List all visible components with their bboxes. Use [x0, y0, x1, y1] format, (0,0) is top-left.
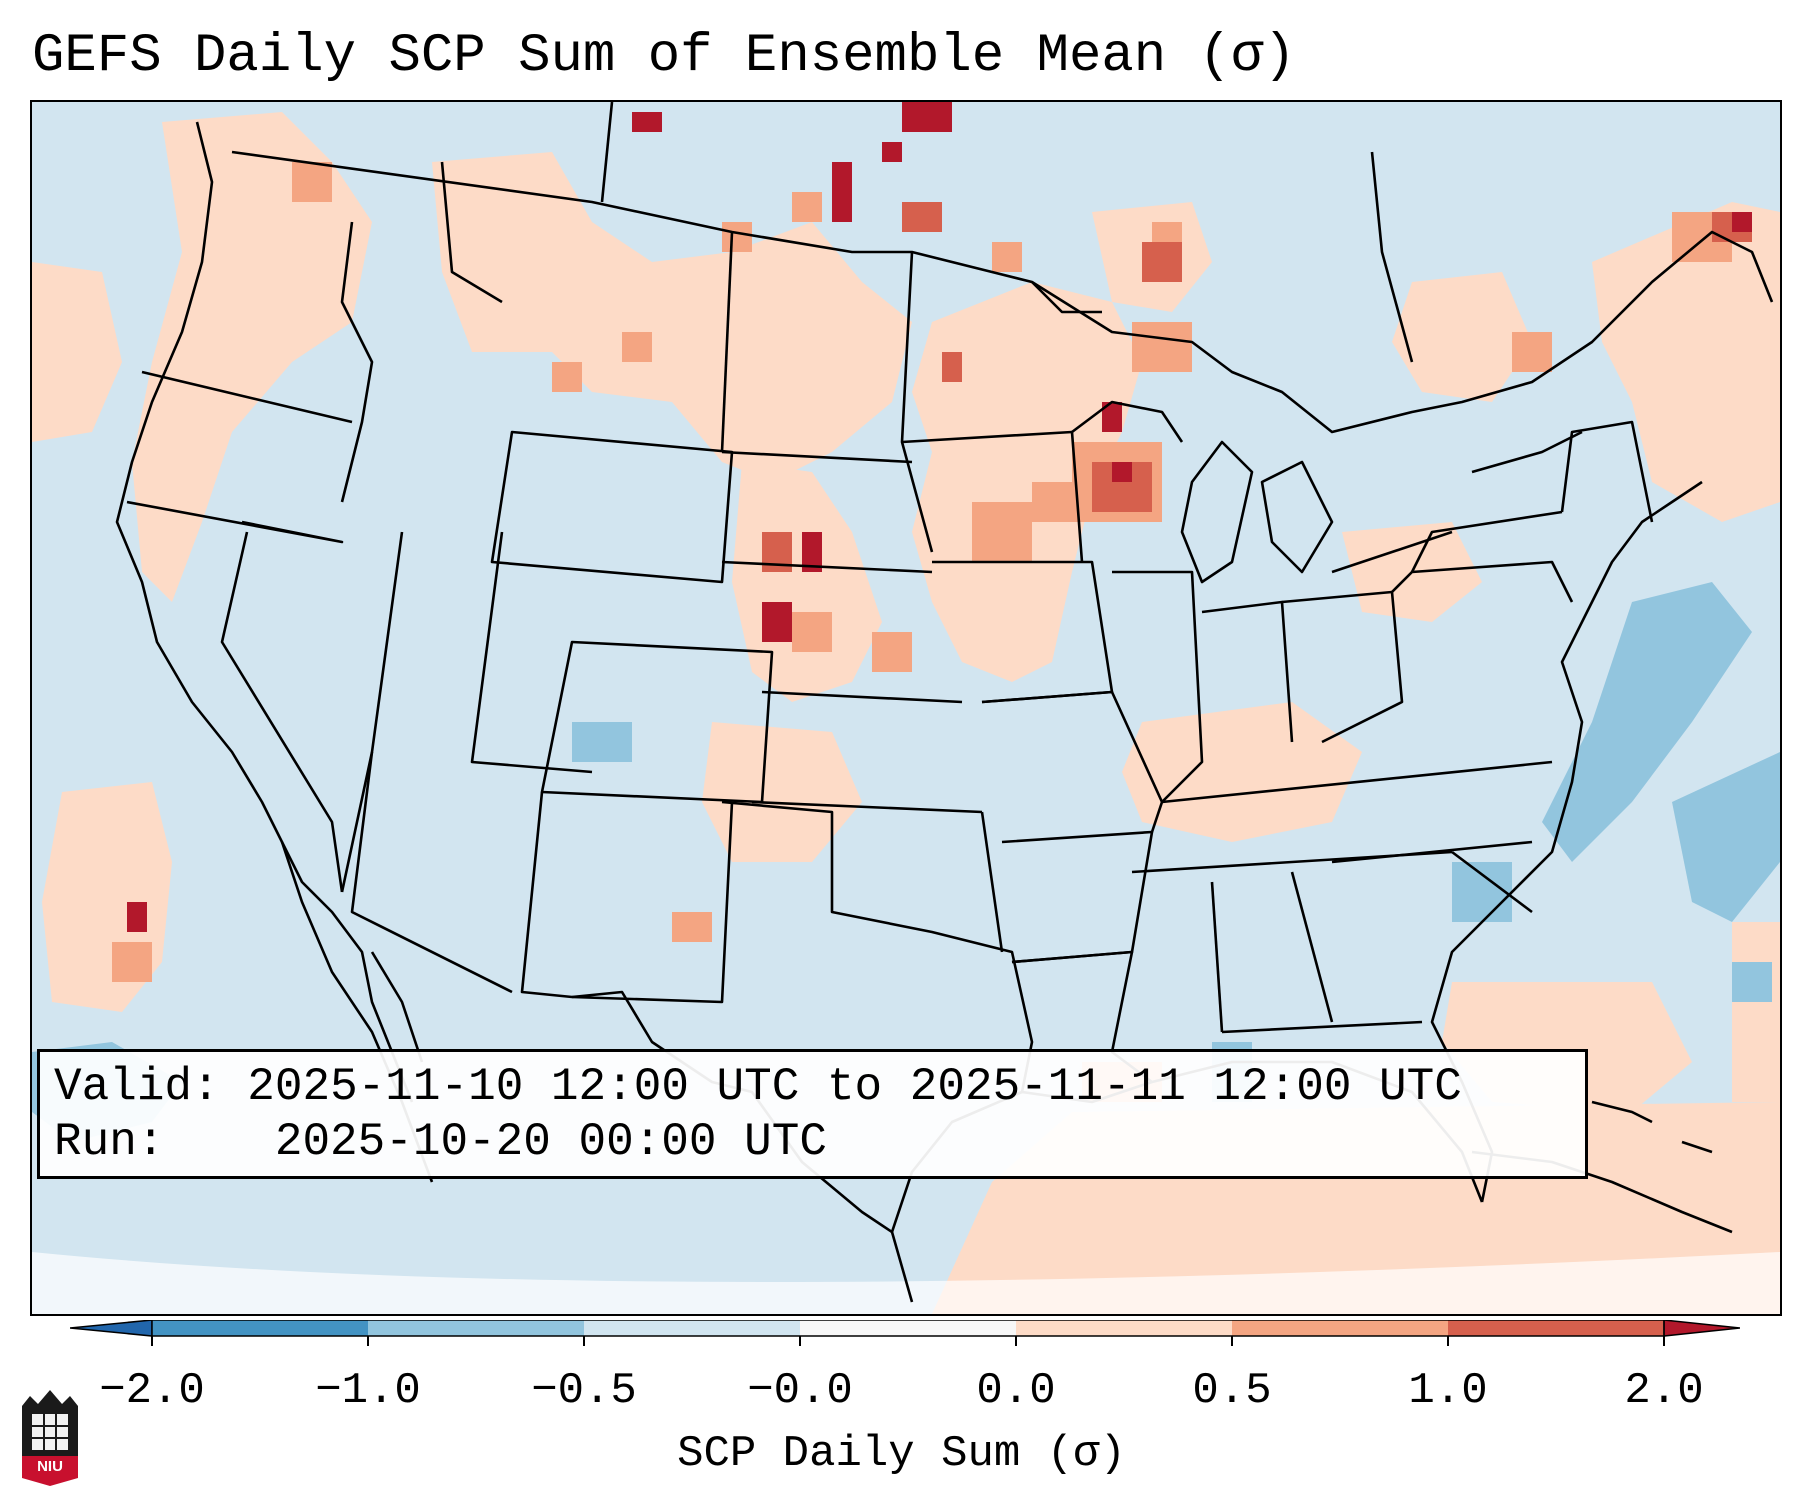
- colorbar-bin-neg1-neg05: [368, 1320, 584, 1336]
- colorbar-tick-label: −0.5: [531, 1366, 637, 1416]
- colorbar-bin-05-1: [1232, 1320, 1448, 1336]
- validity-info-box: Valid: 2025-11-10 12:00 UTC to 2025-11-1…: [37, 1049, 1588, 1179]
- colorbar: [70, 1320, 1740, 1346]
- niu-logo-icon: [22, 1390, 78, 1486]
- colorbar-tick-label: 0.5: [1192, 1366, 1272, 1416]
- colorbar-bin-0: [800, 1320, 1016, 1336]
- valid-value: 2025-11-10 12:00 UTC to 2025-11-11 12:00…: [247, 1061, 1462, 1113]
- anomaly-field-extreme: [127, 102, 1752, 932]
- colorbar-tick-label: 0.0: [976, 1366, 1056, 1416]
- colorbar-extend-high: [1663, 1320, 1740, 1337]
- map-title: GEFS Daily SCP Sum of Ensemble Mean (σ): [32, 26, 1296, 87]
- colorbar-tick-label: −1.0: [315, 1366, 421, 1416]
- colorbar-tick-label: 1.0: [1408, 1366, 1488, 1416]
- valid-label: Valid:: [54, 1061, 220, 1113]
- colorbar-bin-0-05: [1016, 1320, 1232, 1336]
- colorbar-bin-neg05-0: [584, 1320, 800, 1336]
- colorbar-bin-neg2-neg1: [152, 1320, 368, 1336]
- colorbar-bin-1-2: [1448, 1320, 1664, 1336]
- state-boundaries: [115, 102, 1774, 1303]
- colorbar-tick-label: −0.0: [747, 1366, 853, 1416]
- logo-text: NIU: [37, 1458, 63, 1475]
- colorbar-label: SCP Daily Sum (σ): [677, 1429, 1126, 1479]
- colorbar-tick-label: −2.0: [99, 1366, 205, 1416]
- run-value: 2025-10-20 00:00 UTC: [274, 1116, 827, 1168]
- colorbar-tick-label: 2.0: [1624, 1366, 1704, 1416]
- colorbar-extend-low: [70, 1320, 153, 1337]
- run-label: Run:: [54, 1116, 165, 1168]
